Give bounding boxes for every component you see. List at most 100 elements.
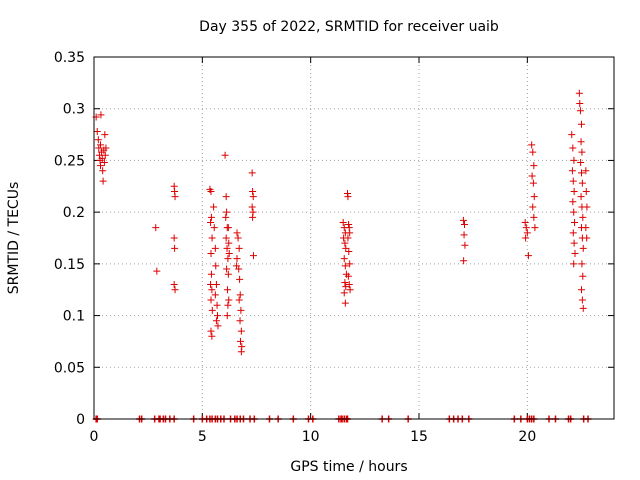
data-point (578, 148, 586, 156)
data-point (341, 278, 349, 286)
data-point (99, 167, 107, 175)
data-point (94, 136, 102, 144)
data-point (249, 193, 257, 201)
data-point (233, 262, 241, 270)
data-point (531, 224, 539, 232)
data-point (578, 296, 586, 304)
data-point (583, 234, 591, 242)
data-point (530, 162, 538, 170)
data-point (528, 141, 536, 149)
data-point (568, 167, 576, 175)
data-point (207, 327, 215, 335)
y-tick-label: 0 (76, 412, 85, 428)
data-point (152, 224, 160, 232)
y-tick-label: 0.2 (63, 205, 85, 221)
data-point (345, 281, 353, 289)
data-point (341, 262, 349, 270)
data-point (223, 286, 231, 294)
data-point (339, 218, 347, 226)
data-point (570, 187, 578, 195)
data-point (460, 231, 468, 239)
y-tick-label: 0.25 (54, 153, 85, 169)
data-point (212, 281, 220, 289)
data-point (225, 250, 233, 258)
data-point (568, 131, 576, 139)
data-point (523, 229, 531, 237)
data-point (346, 260, 354, 268)
data-point (97, 111, 105, 119)
data-point (235, 296, 243, 304)
data-point (571, 218, 579, 226)
y-axis-label: SRMTID / TECUs (6, 182, 22, 295)
data-point (575, 89, 583, 97)
x-tick-label: 15 (410, 429, 428, 445)
data-point (225, 296, 233, 304)
data-point (576, 100, 584, 108)
data-point (236, 317, 244, 325)
data-point (583, 203, 591, 211)
data-point (234, 234, 242, 242)
data-point (236, 337, 244, 345)
data-point (460, 257, 468, 265)
data-point (344, 234, 352, 242)
data-point (236, 291, 244, 299)
data-point (237, 306, 245, 314)
data-point (579, 304, 587, 312)
data-point (214, 312, 221, 320)
data-point (97, 141, 104, 149)
data-point (93, 127, 101, 135)
data-point (344, 193, 352, 201)
data-point (528, 172, 536, 180)
data-point (210, 203, 218, 211)
data-point (207, 187, 215, 195)
data-point (223, 244, 231, 252)
data-point (224, 301, 232, 309)
data-point (171, 244, 179, 252)
y-tick-label: 0.1 (63, 309, 85, 325)
data-point (212, 262, 220, 270)
data-point (223, 265, 231, 273)
data-point (341, 299, 349, 307)
data-point (211, 244, 219, 252)
data-point (224, 255, 232, 263)
data-point (237, 327, 245, 335)
plot-frame (93, 56, 615, 420)
data-point (344, 272, 352, 280)
data-point (578, 286, 585, 294)
data-point (207, 250, 215, 258)
data-point (579, 244, 587, 252)
data-point (236, 275, 244, 283)
data-point (97, 162, 104, 170)
y-tick-label: 0.15 (54, 257, 85, 273)
data-point (570, 208, 578, 216)
data-point (529, 148, 537, 156)
x-tick-label: 10 (302, 429, 320, 445)
data-point (225, 239, 233, 247)
data-point (233, 229, 241, 237)
chart-title: Day 355 of 2022, SRMTID for receiver uai… (199, 19, 499, 35)
data-point (224, 270, 232, 278)
data-point (207, 218, 215, 226)
data-point (521, 218, 529, 226)
data-point (171, 286, 179, 294)
x-tick-label: 20 (518, 429, 536, 445)
data-point (213, 301, 221, 309)
data-point (207, 270, 215, 278)
data-point (222, 234, 230, 242)
data-point (578, 179, 586, 187)
data-point (214, 322, 222, 330)
x-axis-label: GPS time / hours (290, 459, 407, 475)
data-point (100, 158, 108, 166)
data-point (208, 286, 216, 294)
data-point (582, 187, 590, 195)
data-point (569, 198, 577, 206)
data-point (210, 224, 218, 232)
data-point (346, 286, 354, 294)
y-tick-label: 0.35 (54, 50, 85, 66)
data-point (341, 239, 349, 247)
data-point (249, 187, 257, 195)
y-tick-label: 0.3 (63, 102, 85, 118)
data-point (569, 177, 577, 185)
data-point (570, 239, 578, 247)
